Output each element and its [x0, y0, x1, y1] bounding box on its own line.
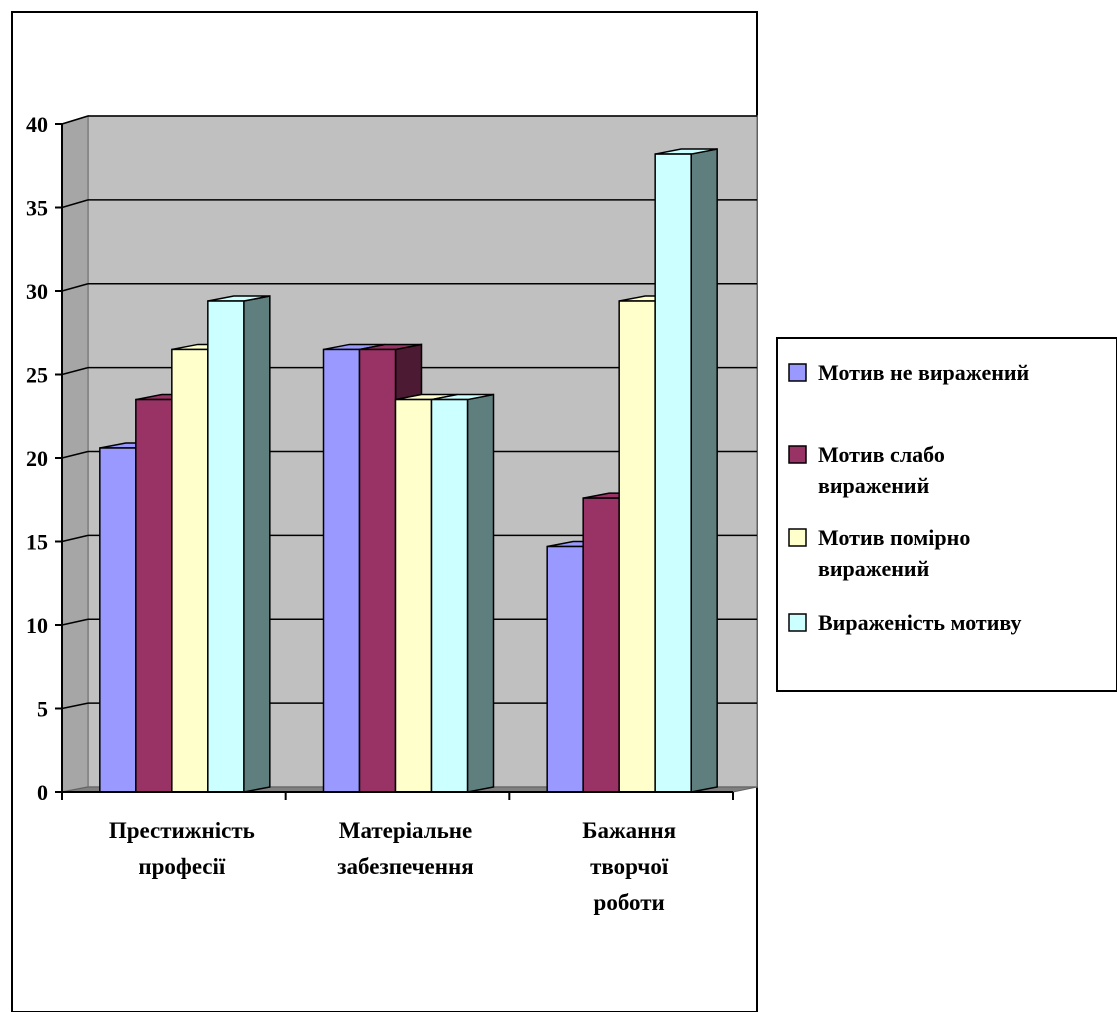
gridline-side	[61, 618, 89, 626]
bar-side	[466, 393, 495, 793]
axes	[55, 123, 734, 800]
bar-side	[690, 148, 718, 793]
bar-side	[243, 295, 271, 793]
category-label: Бажання творчої роботи	[582, 818, 676, 915]
legend-label: Вираженість мотиву	[818, 610, 1022, 635]
bar	[322, 348, 361, 793]
y-tick-label: 40	[26, 112, 48, 137]
bar	[654, 153, 692, 793]
gridline-side	[61, 366, 89, 376]
legend-swatch	[788, 613, 807, 632]
legend-frame	[776, 337, 1117, 692]
legend-label: Мотив слабо виражений	[818, 442, 945, 498]
bar-side	[394, 343, 423, 401]
legend-swatch	[788, 363, 807, 382]
category-label: Престижність професії	[109, 818, 255, 879]
bars	[99, 148, 718, 793]
y-tick-label: 15	[26, 530, 48, 555]
y-tick-label: 10	[26, 613, 48, 638]
bar	[358, 348, 397, 793]
y-tick-label: 0	[37, 780, 48, 805]
legend-swatch	[788, 445, 807, 464]
bar	[135, 398, 173, 793]
bar	[618, 300, 656, 793]
bar	[99, 447, 137, 793]
category-label: Матеріальне забезпечення	[337, 818, 473, 879]
gridline-side	[61, 283, 89, 292]
bar	[582, 497, 620, 793]
bar	[430, 398, 469, 793]
gridline-side	[61, 702, 89, 710]
bar	[207, 300, 245, 793]
legend-swatch	[788, 528, 807, 547]
y-tick-label: 30	[26, 279, 48, 304]
gridline-side	[61, 534, 89, 543]
bar	[394, 398, 433, 793]
legend-label: Мотив не виражений	[818, 360, 1030, 385]
bar	[171, 348, 209, 793]
gridline-side	[61, 115, 89, 125]
gridline-side	[61, 450, 89, 459]
bar	[546, 545, 584, 793]
y-tick-label: 5	[37, 697, 48, 722]
legend-label: Мотив помірно виражений	[818, 525, 970, 581]
y-tick-label: 25	[26, 363, 48, 388]
category-labels: Престижність професії Матеріальне забезпече…	[109, 818, 676, 915]
y-tick-label: 35	[26, 196, 48, 221]
y-tick-label: 20	[26, 446, 48, 471]
y-tick-labels: 0 5 10 15 20 25 30 35 40	[26, 112, 48, 805]
legend: Мотив не виражений Мотив слабо виражений Мо…	[776, 337, 1117, 692]
gridline-side	[61, 199, 89, 209]
